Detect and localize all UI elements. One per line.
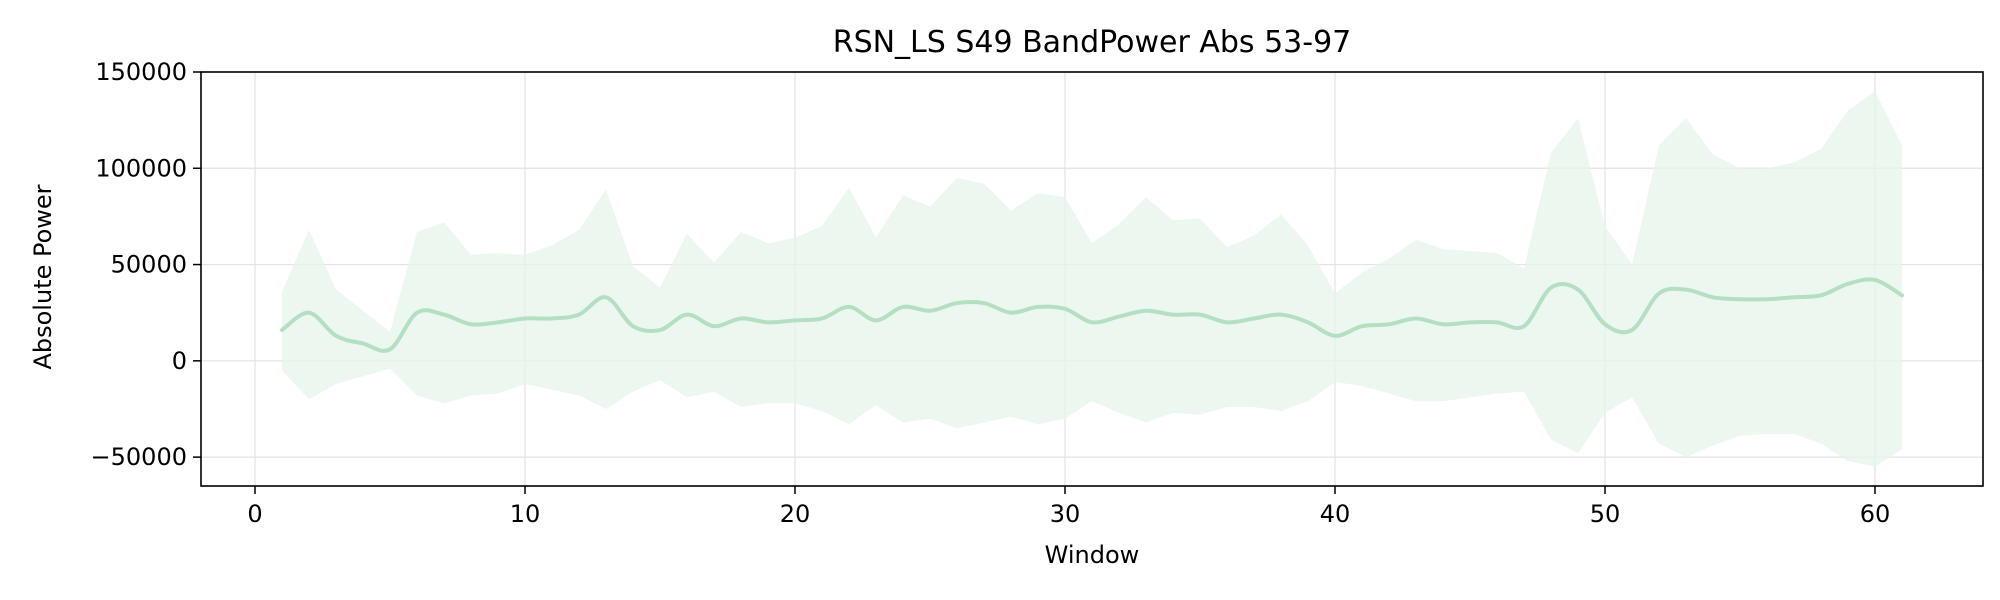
x-tick-label: 20 xyxy=(780,500,811,528)
x-tick-label: 50 xyxy=(1590,500,1621,528)
y-tick-label: 50000 xyxy=(111,251,187,279)
x-tick-label: 10 xyxy=(510,500,541,528)
chart-title: RSN_LS S49 BandPower Abs 53-97 xyxy=(833,25,1352,60)
y-tick-label: 100000 xyxy=(95,154,187,182)
y-tick-label: 150000 xyxy=(95,58,187,86)
x-tick-label: 40 xyxy=(1320,500,1351,528)
x-axis: 0 10 20 30 40 50 60 xyxy=(247,486,1890,528)
x-tick-label: 30 xyxy=(1050,500,1081,528)
plot-frame xyxy=(200,71,1984,487)
y-axis: −50000 0 50000 100000 150000 xyxy=(91,58,201,471)
x-tick-label: 0 xyxy=(247,500,262,528)
mean-line xyxy=(280,277,1904,353)
std-band xyxy=(282,91,1902,467)
y-tick-label: 0 xyxy=(172,347,187,375)
y-tick-label: −50000 xyxy=(91,443,187,471)
x-axis-label: Window xyxy=(1045,541,1140,569)
x-tick-label: 60 xyxy=(1860,500,1891,528)
y-axis-label: Absolute Power xyxy=(29,184,57,369)
